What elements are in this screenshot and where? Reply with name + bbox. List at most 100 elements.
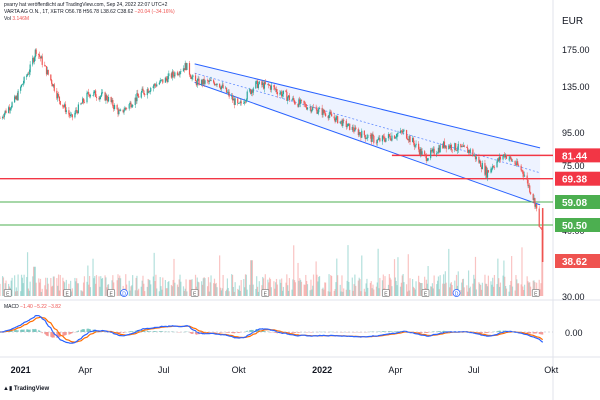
volume-bar [330,275,332,296]
candle-body [303,100,305,104]
macd-histogram-bar [32,329,35,332]
macd-histogram-bar [23,329,25,332]
candle-body [527,180,529,187]
volume-bar [17,274,19,296]
candle-body [315,107,317,109]
candle-body [256,80,258,82]
candle-body [23,77,25,84]
volume-bar [92,258,94,296]
candle-body [160,80,162,81]
candle-body [135,97,137,102]
volume-bar [359,279,361,296]
event-marker-letter: E [193,292,197,298]
candle-body [197,78,199,81]
volume-bar [346,280,348,296]
macd-histogram-bar [52,332,55,338]
volume-bar [33,266,36,296]
macd-histogram-bar [485,332,487,333]
volume-bar [474,278,476,296]
macd-histogram-bar [232,332,235,334]
candle-body [192,75,194,77]
volume-bar [220,290,222,296]
candle-body [340,120,342,122]
volume-bar [499,282,502,296]
macd-histogram-bar [252,329,254,332]
candle-body [179,71,181,75]
macd-histogram-bar [238,332,241,333]
candle-body [41,56,43,65]
volume-bar [70,291,73,296]
volume-bar [243,279,245,296]
volume-bar [34,266,36,296]
candle-body [324,112,326,114]
candle-body [225,87,227,89]
macd-histogram-bar [298,332,300,333]
candle-body [142,88,144,91]
candle-body [233,98,235,105]
volume-bar [35,282,37,296]
candle-body [137,93,139,97]
volume-bar [26,252,29,296]
candle-body [285,90,287,92]
candle-body [395,137,397,138]
volume-bar [461,279,464,296]
volume-bar [297,262,299,296]
candle-body [245,99,247,102]
candle-body [293,98,295,101]
volume-bar [381,280,384,296]
volume-bar [534,282,536,296]
macd-histogram-bar [119,332,121,334]
volume-bar [454,280,456,296]
candle-body [275,88,277,90]
candle-body [213,82,216,86]
candle-body [219,87,222,90]
candle-body [535,204,537,207]
candle-body [185,63,187,70]
candle-body [397,132,399,134]
candle-body [411,138,414,143]
volume-bar [76,283,79,296]
macd-histogram-bar [77,330,79,332]
candle-body [460,143,462,148]
candle-body [490,168,492,173]
candle-body [270,85,272,90]
macd-histogram-bar [21,329,23,332]
candle-body [517,165,520,166]
candle-body [101,92,104,93]
macd-histogram-bar [53,332,55,338]
candle-body [504,154,506,158]
candle-body [406,138,409,140]
candle-body [328,115,330,119]
volume-bar [486,283,488,296]
candle-body [521,170,523,171]
volume-bar [226,278,229,296]
candle-body [287,97,289,101]
volume-bar [317,281,319,296]
candle-body [409,136,411,143]
candle-body [327,115,329,119]
candle-body [405,130,408,139]
earnings-marker-icon [190,289,199,297]
candle-body [196,80,198,86]
macd-histogram-bar [481,332,483,333]
macd-histogram-bar [189,332,191,334]
candle-body [306,107,308,110]
x-tick-label: 2021 [11,365,31,375]
volume-bar [104,275,106,296]
volume-bar [538,279,540,296]
volume-bar [514,290,516,296]
candle-body [279,93,281,95]
candle-body [263,82,266,89]
macd-histogram-bar [421,332,423,333]
candle-body [116,105,118,110]
volume-bar [170,284,173,296]
candle-body [345,120,347,127]
volume-bar [369,282,371,296]
macd-histogram-bar [220,332,222,333]
macd-histogram-bar [32,328,34,332]
candle-body [76,110,78,112]
volume-bar [298,280,300,296]
candle-body [505,155,508,159]
volume-bar [46,277,48,296]
candle-body [304,103,306,105]
